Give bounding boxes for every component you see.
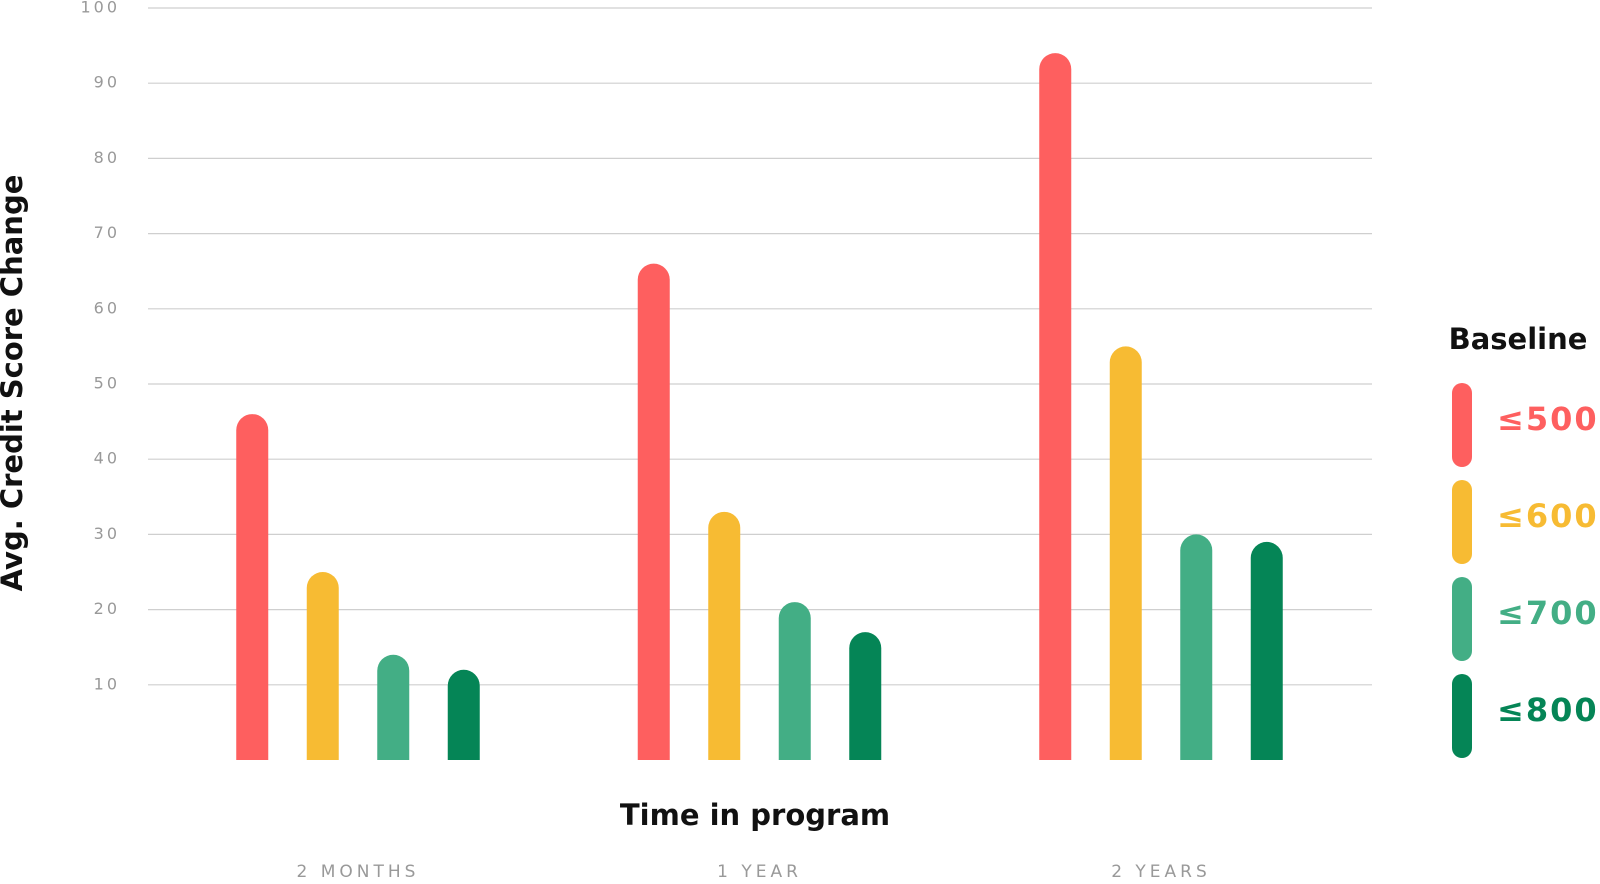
legend-label: ≤600 [1497,497,1599,535]
legend-swatch [1452,674,1472,758]
bar [778,602,811,760]
bar [708,511,741,760]
bar [1039,53,1072,761]
x-axis-title: Time in program [620,798,890,832]
y-tick-label: 30 [94,524,120,543]
legend-label: ≤500 [1497,400,1599,438]
bar [306,572,339,760]
x-tick-label: 2 YEARS [1111,862,1211,882]
y-tick-label: 50 [94,374,120,393]
legend-swatch [1452,480,1472,564]
y-tick-label: 60 [94,298,120,317]
y-axis-title: Avg. Credit Score Change [0,175,29,592]
bar [236,414,269,760]
y-tick-label: 40 [94,449,120,468]
y-tick-label: 20 [94,599,120,618]
bar [1250,541,1283,760]
y-tick-label: 80 [94,148,120,167]
y-tick-label: 90 [94,73,120,92]
bar [637,263,670,760]
x-tick-label: 1 YEAR [717,862,802,882]
bar [447,669,480,760]
x-tick-label: 2 MONTHS [297,862,420,882]
legend-label: ≤700 [1497,594,1599,632]
bar [1109,346,1142,760]
y-tick-label: 10 [94,674,120,693]
y-tick-label: 70 [94,223,120,242]
legend-swatch [1452,577,1472,661]
legend-swatch [1452,383,1472,467]
legend-title: Baseline [1449,322,1588,356]
legend-label: ≤800 [1497,691,1599,729]
y-tick-label: 100 [80,0,120,17]
bar [377,654,410,760]
bar [1180,534,1213,760]
bar [849,632,882,760]
